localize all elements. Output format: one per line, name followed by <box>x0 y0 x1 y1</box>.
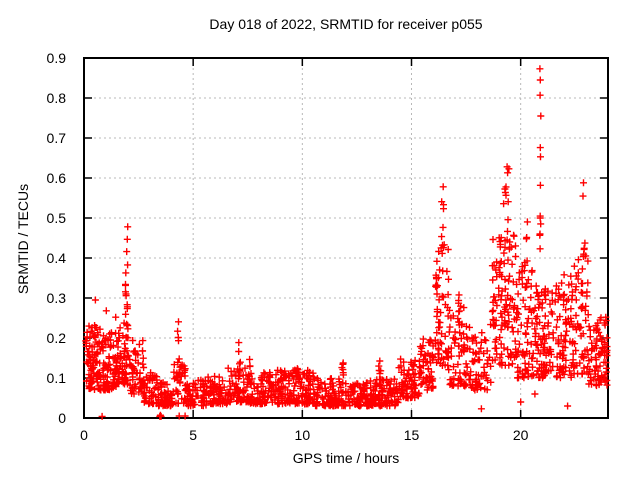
data-points <box>82 65 611 420</box>
x-tick-label: 20 <box>513 427 529 443</box>
y-tick-label: 0.8 <box>47 90 67 106</box>
plot-border <box>83 57 609 419</box>
y-tick-label: 0.1 <box>47 370 67 386</box>
x-tick-label: 5 <box>189 427 197 443</box>
x-tick-label: 10 <box>295 427 311 443</box>
y-tick-label: 0.5 <box>47 210 67 226</box>
y-tick-label: 0.7 <box>47 130 67 146</box>
y-tick-label: 0.9 <box>47 50 67 66</box>
x-tick-label: 15 <box>404 427 420 443</box>
y-tick-label: 0 <box>58 410 66 426</box>
y-tick-label: 0.4 <box>47 250 67 266</box>
x-axis-label: GPS time / hours <box>292 450 400 466</box>
y-tick-label: 0.2 <box>47 330 67 346</box>
x-tick-label: 0 <box>80 427 88 443</box>
chart-title: Day 018 of 2022, SRMTID for receiver p05… <box>209 16 483 32</box>
y-tick-label: 0.6 <box>47 170 67 186</box>
y-tick-label: 0.3 <box>47 290 67 306</box>
